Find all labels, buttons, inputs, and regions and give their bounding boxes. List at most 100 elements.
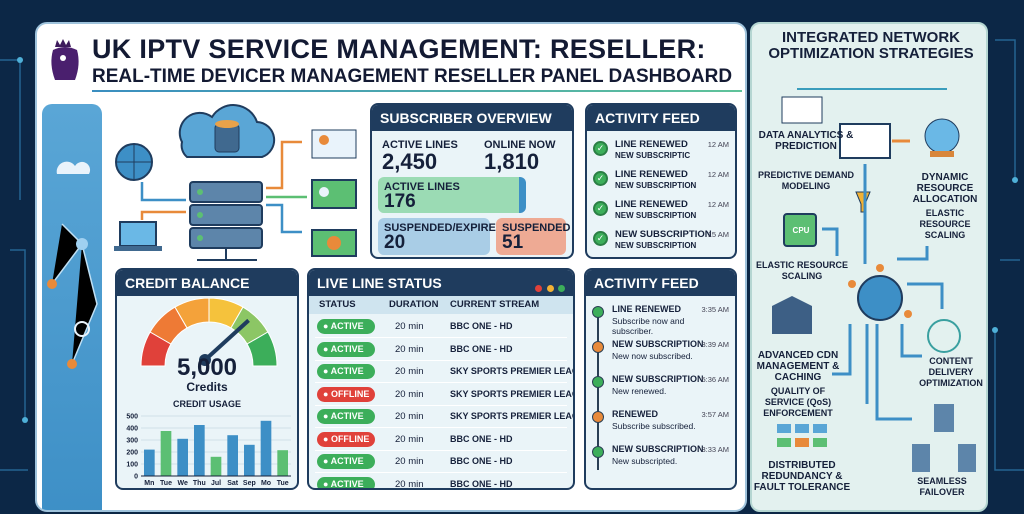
x-tick-label: Tue (277, 480, 289, 487)
credit-balance-panel: CREDIT BALANCE 5,000 Credits CREDIT USAG… (115, 268, 299, 490)
check-icon: ✓ (593, 141, 608, 156)
duration-cell: 20 min (395, 321, 424, 332)
road-icon (772, 296, 812, 334)
stream-cell: BBC ONE - HD (450, 433, 513, 444)
feed-subtitle: NEW SUBSCRIPTION (615, 211, 697, 220)
y-tick-label: 100 (126, 462, 138, 469)
feed-item[interactable]: ✓ LINE RENEWED NEW SUBSCRIPTION 12 AM (593, 199, 729, 227)
status-badge: ● OFFLINE (317, 386, 375, 402)
feed-item[interactable]: ✓ NEW SUBSCRIPTION NEW SUBSCRIPTION 15 AM (593, 229, 729, 257)
cloud-network-strip (42, 104, 102, 510)
duration-cell: 20 min (395, 478, 424, 490)
feed-item[interactable]: NEW SUBSCRIPTION New subscripted. 3:33 AM (592, 444, 729, 477)
table-row[interactable]: ● ACTIVE 20 min SKY SPORTS PREMIER LEAGUE (315, 361, 573, 383)
server-failover-icon (912, 404, 976, 472)
credit-gauge (140, 298, 278, 367)
feed-title: LINE RENEWED (615, 169, 688, 180)
check-icon: ✓ (593, 201, 608, 216)
page-title: UK IPTV SERVICE MANAGEMENT: RESELLER: (92, 34, 706, 64)
x-tick-label: Thu (193, 480, 206, 487)
bar (160, 431, 172, 476)
table-row[interactable]: ● OFFLINE 20 min BBC ONE - HD (315, 429, 567, 451)
laptop-icon (114, 221, 162, 251)
feed-item[interactable]: ✓ LINE RENEWED NEW SUBSCRIPTIC 12 AM (593, 139, 729, 167)
feed-time: 3:57 AM (701, 410, 729, 419)
crystal-ball-icon (924, 118, 960, 154)
feed-title: LINE RENEWED (615, 199, 688, 210)
feed-item[interactable]: ✓ LINE RENEWED NEW SUBSCRIPTION 12 AM (593, 169, 729, 197)
timeline-dot-icon (592, 376, 604, 388)
stream-cell: BBC ONE - HD (450, 456, 513, 466)
stream-cell: SKY SPORTS PREMIER LEAGUE (450, 388, 573, 399)
seamless-failover-label: SEAMLESS FAILOVER (917, 476, 967, 497)
bar (210, 456, 222, 476)
feed-subtitle: Subscribe now and subscriber. (612, 316, 685, 336)
x-tick-label: Tue (160, 480, 172, 487)
qos-label: QUALITY OF SERVICE (QoS) ENFORCEMENT (763, 386, 833, 418)
globe-icon (115, 143, 153, 181)
table-row[interactable]: ● ACTIVE 20 min BBC ONE - HD (315, 339, 567, 361)
table-row[interactable]: ● ACTIVE 20 min BBC ONE - HD (315, 474, 567, 490)
panel-title: LIVE LINE STATUS (309, 270, 573, 296)
gauge-needle (203, 318, 250, 362)
feed-item[interactable]: LINE RENEWED Subscribe now and subscriber… (592, 304, 729, 337)
feed-time: 12 AM (707, 140, 729, 149)
duration-cell: 20 min (395, 388, 424, 400)
activity-feed-panel-2: ACTIVITY FEED LINE RENEWED Subscribe now … (584, 268, 737, 490)
content-delivery-label: CONTENT DELIVERY OPTIMIZATION (919, 356, 983, 388)
feed-item[interactable]: NEW SUBSCRIPTION New now subscribed. 3:39 … (592, 339, 729, 372)
flowchart-icon (777, 424, 827, 447)
status-badge: ● ACTIVE (317, 364, 375, 379)
monitor-chart-icon (839, 123, 891, 159)
feed-time: 5:36 AM (701, 375, 729, 384)
panel-title: CREDIT BALANCE (117, 270, 297, 296)
duration-cell: 20 min (395, 366, 424, 377)
table-row[interactable]: ● ACTIVE 20 min BBC ONE - HD (315, 451, 567, 473)
user-monitor-icon (311, 129, 357, 159)
live-line-status-panel: LIVE LINE STATUS STATUS DURATION CURRENT… (307, 268, 575, 490)
table-header: STATUS DURATION CURRENT STREAM (309, 296, 573, 314)
x-tick-label: Mo (261, 480, 271, 487)
y-tick-label: 200 (126, 450, 138, 457)
active-lines-box: ACTIVE LINES 176 (378, 177, 526, 213)
globe-network-icon (857, 275, 903, 321)
cdn-label: ADVANCED CDN MANAGEMENT & CACHING (756, 350, 840, 383)
active-lines-label: ACTIVE LINES (382, 139, 458, 151)
page-subtitle: REAL-TIME DEVICER MANAGEMENT RESELLER PA… (92, 66, 733, 87)
network-optimization-panel: INTEGRATED NETWORK OPTIMIZATION STRATEGI… (750, 22, 988, 512)
table-row[interactable]: ● OFFLINE 20 min SKY SPORTS PREMIER LEAGUE (315, 384, 573, 406)
dynamic-allocation-label: DYNAMIC RESOURCE ALLOCATION (912, 172, 978, 205)
network-diagram (772, 96, 976, 472)
elastic-scaling-label-left: ELASTIC RESOURCE SCALING (755, 260, 848, 281)
feed-time: 3:33 AM (701, 445, 729, 454)
stream-cell: SKY SPORTS PREMIER LEAGUE (450, 366, 573, 376)
feed-item[interactable]: NEW SUBSCRIPTION New renewed. 5:36 AM (592, 374, 729, 407)
x-tick-label: We (177, 480, 187, 487)
feed-time: 12 AM (707, 170, 729, 179)
bar (144, 449, 155, 476)
circuit-background (0, 39, 1024, 471)
feed-item[interactable]: RENEWED Subscribe subscribed. 3:57 AM (592, 409, 729, 442)
bar (177, 438, 188, 476)
status-badge: ● ACTIVE (317, 409, 375, 424)
feed-title: NEW SUBSCRIPTION (612, 374, 704, 384)
duration-cell: 20 min (395, 411, 424, 422)
table-row[interactable]: ● ACTIVE 20 min SKY SPORTS PREMIER LEAGUE (315, 406, 573, 428)
timeline-dot-icon (592, 306, 604, 318)
x-tick-label: Mn (144, 480, 154, 487)
feed-time: 12 AM (707, 200, 729, 209)
active-lines-value: 2,450 (382, 149, 438, 174)
network-mesh-icon (927, 319, 961, 353)
feed-time: 3:35 AM (701, 305, 729, 314)
server-icon (189, 181, 263, 261)
feed-time: 15 AM (707, 230, 729, 239)
feed-subtitle: NEW SUBSCRIPTION (615, 181, 697, 190)
stream-cell: BBC ONE - HD (450, 343, 513, 354)
duration-cell: 20 min (395, 343, 424, 355)
title-divider (92, 90, 742, 92)
stream-cell: SKY SPORTS PREMIER LEAGUE (450, 411, 573, 421)
activity-feed-panel: ACTIVITY FEED ✓ LINE RENEWED NEW SUBSCRIPT… (585, 103, 737, 259)
table-row[interactable]: ● ACTIVE 20 min BBC ONE - HD (315, 316, 567, 338)
feed-time: 3:39 AM (701, 340, 729, 349)
cpu-icon (783, 213, 817, 247)
